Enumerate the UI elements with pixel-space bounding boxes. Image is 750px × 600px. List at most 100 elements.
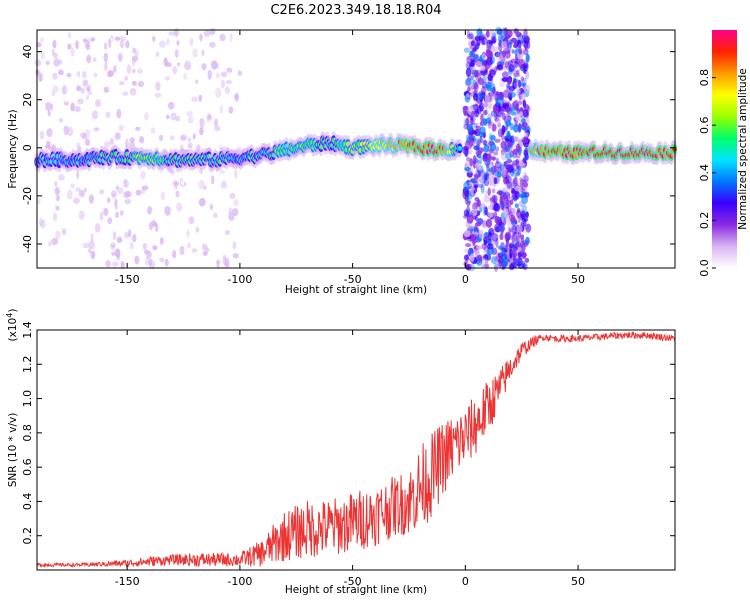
noise-cell xyxy=(474,35,481,42)
noise-cell xyxy=(232,208,239,217)
noise-cell xyxy=(494,138,501,143)
noise-cell xyxy=(482,101,487,108)
noise-cell xyxy=(525,211,529,218)
noise-cell xyxy=(505,152,512,160)
noise-cell xyxy=(488,161,494,166)
noise-cell xyxy=(515,69,520,75)
noise-cell xyxy=(103,42,108,50)
noise-cell xyxy=(86,86,90,92)
noise-cell xyxy=(490,142,496,152)
colorbar: 0.0 0.2 0.4 0.6 0.8 Normalized spectral ampl… xyxy=(698,30,749,277)
noise-cell xyxy=(214,125,221,132)
noise-cell xyxy=(481,53,486,60)
noise-cell xyxy=(195,226,200,233)
noise-cell xyxy=(466,30,470,37)
line-y-scale-label: (x104) xyxy=(5,309,19,342)
noise-cell xyxy=(219,140,225,149)
ridge-core-cell xyxy=(457,145,463,151)
noise-cell xyxy=(105,111,111,118)
noise-cell xyxy=(483,178,490,187)
noise-cell xyxy=(232,138,240,149)
noise-cell xyxy=(119,210,124,216)
noise-cell xyxy=(164,206,172,216)
noise-cell xyxy=(56,205,60,212)
noise-cell xyxy=(507,141,512,148)
noise-cell xyxy=(88,248,92,254)
noise-cell xyxy=(496,172,502,178)
noise-cell xyxy=(526,41,531,49)
noise-cell xyxy=(523,149,528,157)
noise-cell xyxy=(487,102,493,110)
noise-cell xyxy=(87,90,93,96)
noise-cell xyxy=(505,49,511,54)
noise-cell xyxy=(132,68,136,74)
noise-cell xyxy=(80,87,86,94)
noise-cell xyxy=(484,190,488,199)
noise-cell xyxy=(514,185,521,192)
noise-cell xyxy=(520,92,527,99)
noise-cell xyxy=(472,103,480,111)
noise-cell xyxy=(122,91,129,96)
noise-cell xyxy=(509,91,516,98)
noise-cell xyxy=(483,60,489,65)
noise-cell xyxy=(218,212,225,220)
noise-cell xyxy=(149,260,156,270)
noise-cell xyxy=(468,139,473,149)
noise-cell xyxy=(495,146,500,152)
noise-cell xyxy=(513,234,520,243)
noise-cell xyxy=(462,106,469,116)
noise-cell xyxy=(144,112,149,121)
noise-cell xyxy=(505,29,513,38)
noise-cell xyxy=(191,96,198,102)
noise-cell xyxy=(474,215,479,222)
noise-cell xyxy=(519,240,524,249)
noise-cell xyxy=(466,93,470,98)
heatmap-panel: -150 -100 -50 0 50 -40 -20 0 20 40 Height of str… xyxy=(7,26,678,296)
noise-cell xyxy=(516,234,521,244)
noise-cell xyxy=(525,105,531,112)
noise-cell xyxy=(135,189,142,196)
noise-cell xyxy=(209,28,216,35)
noise-cell xyxy=(516,168,521,176)
noise-cell xyxy=(170,112,177,121)
line-y-ticks: 0.2 0.4 0.6 0.8 1.0 1.2 1.4 xyxy=(21,321,675,544)
noise-cell xyxy=(104,141,111,149)
noise-cell xyxy=(521,121,528,128)
noise-cell xyxy=(68,32,72,39)
noise-cell xyxy=(52,85,59,93)
noise-cell xyxy=(83,187,88,192)
noise-cell xyxy=(70,183,75,189)
noise-cell xyxy=(237,70,242,77)
noise-cell xyxy=(157,107,163,117)
noise-cell xyxy=(468,248,474,255)
noise-cell xyxy=(211,175,215,185)
noise-cell xyxy=(210,60,218,70)
noise-cell xyxy=(152,98,157,104)
noise-cell xyxy=(504,246,509,253)
noise-cell xyxy=(479,155,483,165)
noise-cell xyxy=(509,217,517,223)
noise-cell xyxy=(93,127,100,132)
noise-cell xyxy=(131,56,136,66)
colorbar-tick-label: 0.8 xyxy=(698,69,711,87)
noise-cell xyxy=(506,159,513,164)
noise-cell xyxy=(188,216,195,225)
noise-cell xyxy=(84,39,90,48)
line-y-scale-exponent: 4 xyxy=(5,313,14,318)
noise-cell xyxy=(134,49,139,57)
noise-cell xyxy=(467,224,474,230)
noise-cell xyxy=(514,203,519,209)
noise-cell xyxy=(173,28,179,38)
noise-cell xyxy=(469,82,474,90)
colorbar-tick-label: 0.2 xyxy=(698,212,711,230)
noise-cell xyxy=(88,240,95,250)
noise-cell xyxy=(525,223,532,233)
noise-cell xyxy=(121,33,127,38)
noise-cell xyxy=(111,251,116,256)
noise-cell xyxy=(208,212,215,222)
noise-cell xyxy=(498,256,503,266)
noise-cell xyxy=(487,205,491,210)
noise-cell xyxy=(516,88,521,96)
noise-cell xyxy=(504,233,510,243)
noise-cell xyxy=(523,28,528,39)
